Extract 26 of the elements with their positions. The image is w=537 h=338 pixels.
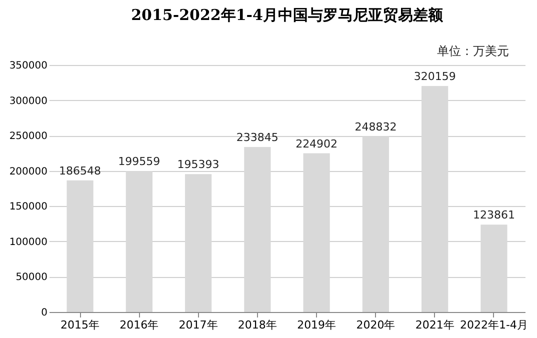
x-tick-label: 2019年 <box>297 318 336 332</box>
x-tick-label: 2020年 <box>356 318 396 332</box>
y-tick-label: 350000 <box>9 60 48 72</box>
data-label: 320159 <box>414 70 456 84</box>
x-tick-label: 2022年1-4月 <box>460 318 528 332</box>
data-label: 233845 <box>236 130 278 144</box>
data-label: 199559 <box>118 155 160 168</box>
x-tick-label: 2017年 <box>178 318 218 332</box>
x-tick-label: 2016年 <box>120 318 159 332</box>
y-tick-label: 100000 <box>9 236 48 248</box>
y-tick-label: 250000 <box>9 131 48 142</box>
data-label: 186548 <box>59 164 102 178</box>
text: 单位：万美元 <box>437 44 509 58</box>
data-label: 224902 <box>296 137 338 150</box>
y-tick-label: 50000 <box>16 272 48 284</box>
chart-title: 2015-2022年1-4月中国与罗马尼亚贸易差额 <box>131 6 444 24</box>
data-label: 123861 <box>472 208 515 222</box>
y-tick-label: 150000 <box>9 202 48 213</box>
x-tick-label: 2021年 <box>415 318 454 332</box>
y-tick-label: 300000 <box>9 96 48 107</box>
y-tick-label: 200000 <box>9 166 48 178</box>
x-tick-label: 2015年 <box>60 318 100 332</box>
y-tick-label: 0 <box>41 308 48 318</box>
data-label: 195393 <box>177 158 220 172</box>
x-tick-label: 2018年 <box>238 318 277 332</box>
data-label: 248832 <box>354 120 397 134</box>
